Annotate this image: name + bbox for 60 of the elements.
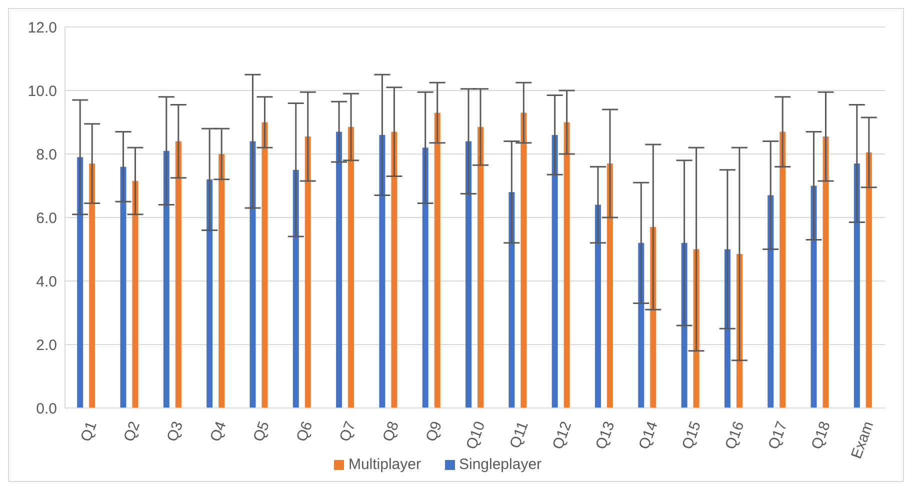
y-tick-label: 12.0 [28, 19, 57, 36]
x-tick-label: Q15 [678, 419, 705, 452]
bar [89, 164, 96, 408]
bar [478, 127, 484, 408]
x-tick-label: Q8 [380, 419, 402, 444]
bar [120, 166, 126, 408]
bar [810, 186, 817, 408]
bar [422, 148, 428, 408]
x-tick-label: Q17 [765, 419, 791, 452]
y-tick-label: 0.0 [36, 400, 57, 418]
bar [564, 122, 570, 408]
bar [552, 134, 558, 408]
x-tick-label: Q5 [250, 419, 273, 444]
bar [250, 141, 256, 408]
bar [434, 112, 440, 408]
bar [336, 132, 342, 408]
x-tick-label: Q11 [506, 419, 532, 451]
x-tick-label: Q10 [463, 419, 489, 452]
bar [292, 170, 299, 408]
bar [262, 122, 268, 408]
y-tick-label: 6.0 [36, 210, 57, 227]
bar [768, 195, 774, 408]
x-tick-label: Q12 [549, 419, 576, 452]
y-tick-label: 8.0 [36, 146, 57, 164]
x-tick-label: Q18 [808, 419, 834, 452]
bar [379, 134, 386, 408]
bar [304, 136, 311, 408]
bar [163, 150, 170, 408]
bar [606, 164, 613, 408]
y-tick-label: 10.0 [28, 82, 57, 100]
x-tick-label: Q7 [336, 419, 360, 444]
x-tick-label: Q14 [636, 419, 662, 452]
bar [466, 141, 472, 408]
bar [77, 157, 84, 408]
bar [854, 164, 860, 408]
bar [866, 152, 872, 408]
x-tick-label: Q2 [120, 419, 144, 444]
bar [206, 179, 213, 408]
x-tick-label: Q13 [592, 419, 618, 452]
bar [780, 132, 786, 408]
bar [520, 112, 527, 408]
y-tick-label: 4.0 [36, 273, 57, 290]
bar [822, 136, 829, 408]
bar [594, 204, 601, 408]
legend-label: Singleplayer [458, 456, 542, 473]
x-tick-label: Q3 [164, 419, 187, 444]
bar [132, 180, 138, 408]
x-tick-label: Q6 [293, 419, 316, 444]
y-tick-label: 2.0 [36, 336, 57, 354]
x-tick-label: Q4 [207, 419, 230, 444]
bar [508, 192, 515, 408]
x-tick-label: Q1 [78, 419, 100, 444]
legend-label: Multiplayer [348, 456, 421, 473]
bar [391, 132, 398, 408]
x-tick-label: Exam [848, 419, 878, 462]
x-tick-label: Q16 [722, 419, 748, 452]
x-tick-label: Q9 [422, 419, 446, 444]
bar [218, 154, 225, 408]
bar [348, 127, 354, 408]
bar [175, 141, 182, 408]
